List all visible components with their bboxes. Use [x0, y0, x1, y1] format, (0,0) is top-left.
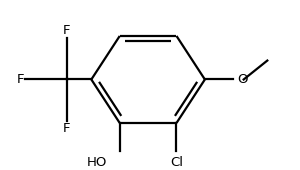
Text: F: F — [63, 122, 70, 135]
Text: F: F — [63, 24, 70, 37]
Text: HO: HO — [87, 156, 107, 169]
Text: O: O — [237, 73, 247, 86]
Text: F: F — [17, 73, 24, 86]
Text: Cl: Cl — [170, 156, 183, 169]
